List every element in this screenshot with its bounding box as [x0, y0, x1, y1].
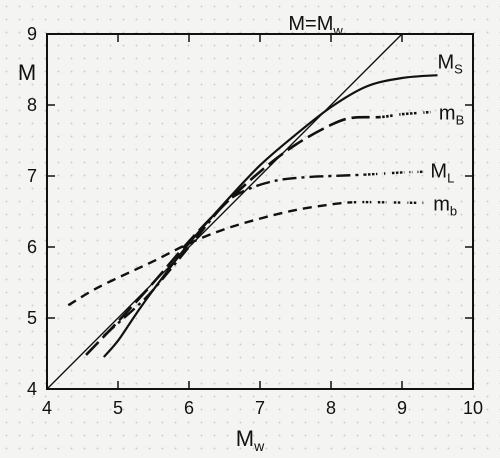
series-label-ms: MS — [438, 51, 464, 76]
x-tick-label: 9 — [397, 398, 407, 418]
series-line-ml — [103, 170, 424, 337]
y-tick-label: 4 — [27, 379, 37, 399]
y-axis: 4 5 6 7 8 9 — [27, 24, 473, 399]
x-tick-label: 7 — [255, 398, 265, 418]
x-tick-label: 4 — [42, 398, 52, 418]
series-dotted-tail — [366, 169, 424, 177]
series-label-mb: mB — [439, 103, 464, 128]
series-label-sub: L — [447, 171, 454, 186]
x-axis: 4 5 6 7 8 9 10 — [42, 34, 483, 418]
y-axis-title: M — [18, 60, 36, 85]
plot-frame — [46, 33, 474, 390]
series-line-m-mw — [46, 33, 403, 390]
series-label-sub: B — [456, 113, 465, 128]
series-label-main: m — [439, 103, 456, 125]
series-label-sub: b — [450, 203, 457, 218]
series-line-ms — [102, 74, 438, 358]
x-tick-label: 10 — [463, 398, 483, 418]
series-label-main: M=M — [288, 13, 333, 35]
x-axis-title-sub: w — [253, 438, 265, 454]
series-label-ml: ML — [430, 161, 454, 186]
x-axis-title-main: M — [236, 426, 254, 451]
series-label-main: M — [438, 51, 455, 73]
plot-area — [46, 33, 474, 390]
series-line-mb — [85, 110, 431, 356]
x-tick-label: 8 — [326, 398, 336, 418]
x-tick-label: 5 — [113, 398, 123, 418]
y-tick-label: 6 — [27, 237, 37, 257]
x-axis-title: Mw — [236, 426, 265, 454]
series-label-main: M — [430, 161, 447, 183]
series-line-mb — [67, 200, 424, 307]
y-tick-label: 9 — [27, 24, 37, 44]
y-tick-label: 5 — [27, 308, 37, 328]
series-dotted-tail — [380, 110, 431, 120]
y-tick-label: 7 — [27, 166, 37, 186]
series-layer — [46, 33, 438, 390]
series-label-main: m — [433, 193, 450, 215]
series-label-sub: w — [332, 23, 343, 38]
x-tick-label: 6 — [184, 398, 194, 418]
series-label-mb: mb — [433, 193, 457, 218]
series-label-m-mw: M=Mw — [288, 13, 343, 38]
series-label-sub: S — [454, 61, 463, 76]
y-tick-label: 8 — [27, 95, 37, 115]
